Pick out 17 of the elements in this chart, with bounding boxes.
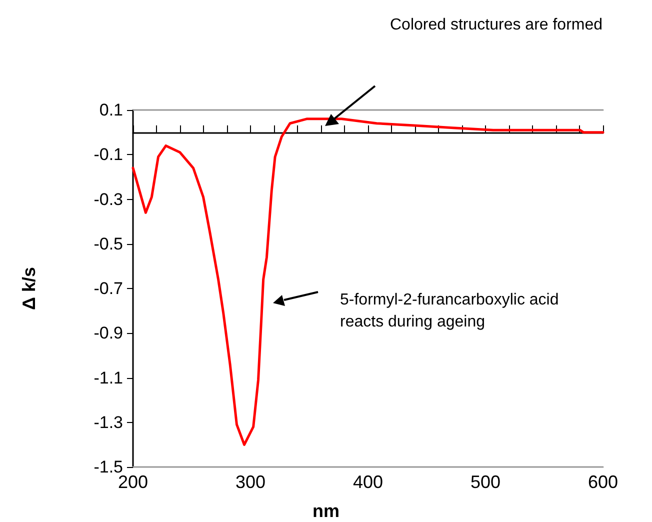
- y-tick-label: -0.5: [94, 234, 123, 254]
- annotation: 5-formyl-2-furancarboxylic acid reacts during ageing: [340, 292, 564, 330]
- x-tick-label: 500: [470, 472, 501, 492]
- x-axis-title: nm: [312, 501, 340, 521]
- text: Colored structures are formed: [390, 16, 603, 34]
- y-tick-label: 0.1: [99, 100, 123, 120]
- x-tick-label: 400: [352, 472, 384, 492]
- y-axis-title: Δ k/s: [19, 267, 39, 310]
- y-tick-label: -1.3: [94, 412, 123, 432]
- y-tick-label: -1.1: [94, 368, 123, 388]
- x-tick-label: 300: [235, 472, 266, 492]
- x-tick-label: 600: [588, 472, 618, 492]
- y-tick-label: -0.1: [94, 145, 123, 164]
- y-tick-label: -0.9: [94, 324, 123, 343]
- y-tick-label: -0.7: [94, 279, 123, 298]
- line-series: [132, 118, 604, 446]
- y-tick-label: -0.3: [94, 190, 123, 209]
